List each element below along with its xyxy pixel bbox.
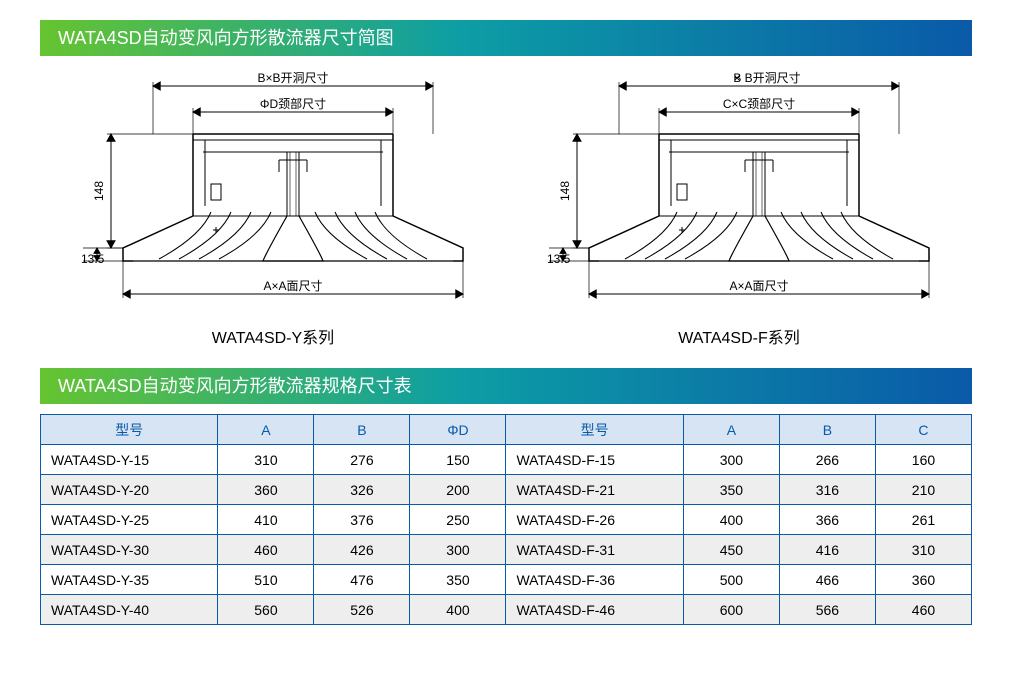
cell-value: 360 (875, 565, 971, 595)
diagram-right-caption: WATA4SD-F系列 (678, 324, 799, 348)
svg-text:B B开洞尺寸: B B开洞尺寸 (733, 71, 800, 85)
cell-value: 460 (875, 595, 971, 625)
table-row: WATA4SD-Y-25410376250WATA4SD-F-264003662… (41, 505, 972, 535)
cell-value: 526 (314, 595, 410, 625)
section-banner-diagram: WATA4SD自动变风向方形散流器尺寸简图 (40, 20, 972, 56)
cell-value: 360 (218, 475, 314, 505)
cell-value: 466 (779, 565, 875, 595)
cell-value: 560 (218, 595, 314, 625)
cell-value: 410 (218, 505, 314, 535)
cell-value: 276 (314, 445, 410, 475)
cell-value: 426 (314, 535, 410, 565)
cell-value: 510 (218, 565, 314, 595)
cell-value: 300 (683, 445, 779, 475)
col-header: B (779, 415, 875, 445)
cell-value: 566 (779, 595, 875, 625)
svg-text:A×A面尺寸: A×A面尺寸 (729, 279, 788, 293)
table-row: WATA4SD-Y-40560526400WATA4SD-F-466005664… (41, 595, 972, 625)
cell-model: WATA4SD-F-15 (506, 445, 683, 475)
spec-table: 型号ABΦD型号ABCWATA4SD-Y-15310276150WATA4SD-… (40, 414, 972, 625)
cell-value: 250 (410, 505, 506, 535)
table-row: WATA4SD-Y-35510476350WATA4SD-F-365004663… (41, 565, 972, 595)
svg-text:A×A面尺寸: A×A面尺寸 (263, 279, 322, 293)
cell-value: 261 (875, 505, 971, 535)
cell-value: 310 (875, 535, 971, 565)
cell-value: 150 (410, 445, 506, 475)
cell-value: 200 (410, 475, 506, 505)
cell-value: 160 (875, 445, 971, 475)
diagram-left-svg: B×B开洞尺寸 ΦD颈部尺寸 A×A面尺寸 148 13.5 (63, 66, 483, 316)
col-header: A (683, 415, 779, 445)
cell-model: WATA4SD-F-31 (506, 535, 683, 565)
diagram-right-col: ×B B开洞尺寸C×C颈部尺寸A×A面尺寸14813.5 WATA4SD-F系列 (526, 66, 952, 348)
cell-value: 460 (218, 535, 314, 565)
cell-value: 400 (410, 595, 506, 625)
svg-text:ΦD颈部尺寸: ΦD颈部尺寸 (260, 96, 326, 111)
svg-text:148: 148 (558, 181, 572, 201)
svg-text:B×B开洞尺寸: B×B开洞尺寸 (257, 71, 328, 85)
cell-value: 600 (683, 595, 779, 625)
col-header: B (314, 415, 410, 445)
cell-value: 500 (683, 565, 779, 595)
cell-model: WATA4SD-F-26 (506, 505, 683, 535)
diagrams-row: B×B开洞尺寸ΦD颈部尺寸A×A面尺寸14813.5 WATA4SD-Y系列 ×… (40, 66, 972, 348)
cell-model: WATA4SD-Y-35 (41, 565, 218, 595)
cell-value: 210 (875, 475, 971, 505)
table-row: WATA4SD-Y-30460426300WATA4SD-F-314504163… (41, 535, 972, 565)
col-header: C (875, 415, 971, 445)
col-header: 型号 (506, 415, 683, 445)
svg-text:13.5: 13.5 (81, 252, 105, 266)
cell-model: WATA4SD-Y-25 (41, 505, 218, 535)
svg-text:148: 148 (92, 181, 106, 201)
cell-value: 416 (779, 535, 875, 565)
cell-value: 376 (314, 505, 410, 535)
cell-model: WATA4SD-Y-15 (41, 445, 218, 475)
cell-model: WATA4SD-F-36 (506, 565, 683, 595)
svg-text:C×C颈部尺寸: C×C颈部尺寸 (723, 96, 795, 111)
svg-text:13.5: 13.5 (547, 252, 571, 266)
cell-model: WATA4SD-Y-20 (41, 475, 218, 505)
diagram-left-col: B×B开洞尺寸 ΦD颈部尺寸 A×A面尺寸 148 13.5 WATA4SD-Y系列 (60, 66, 486, 348)
col-header: ΦD (410, 415, 506, 445)
cell-model: WATA4SD-F-46 (506, 595, 683, 625)
cell-value: 350 (410, 565, 506, 595)
diagram-right-svg: ×B B开洞尺寸C×C颈部尺寸A×A面尺寸14813.5 (529, 66, 949, 316)
cell-value: 316 (779, 475, 875, 505)
section-banner-table: WATA4SD自动变风向方形散流器规格尺寸表 (40, 368, 972, 404)
col-header: A (218, 415, 314, 445)
table-row: WATA4SD-Y-15310276150WATA4SD-F-153002661… (41, 445, 972, 475)
table-row: WATA4SD-Y-20360326200WATA4SD-F-213503162… (41, 475, 972, 505)
cell-value: 450 (683, 535, 779, 565)
cell-model: WATA4SD-Y-40 (41, 595, 218, 625)
diagram-left-caption: WATA4SD-Y系列 (212, 324, 334, 348)
cell-model: WATA4SD-F-21 (506, 475, 683, 505)
cell-value: 326 (314, 475, 410, 505)
cell-value: 366 (779, 505, 875, 535)
col-header: 型号 (41, 415, 218, 445)
cell-value: 266 (779, 445, 875, 475)
cell-value: 400 (683, 505, 779, 535)
cell-model: WATA4SD-Y-30 (41, 535, 218, 565)
cell-value: 476 (314, 565, 410, 595)
cell-value: 310 (218, 445, 314, 475)
cell-value: 300 (410, 535, 506, 565)
cell-value: 350 (683, 475, 779, 505)
